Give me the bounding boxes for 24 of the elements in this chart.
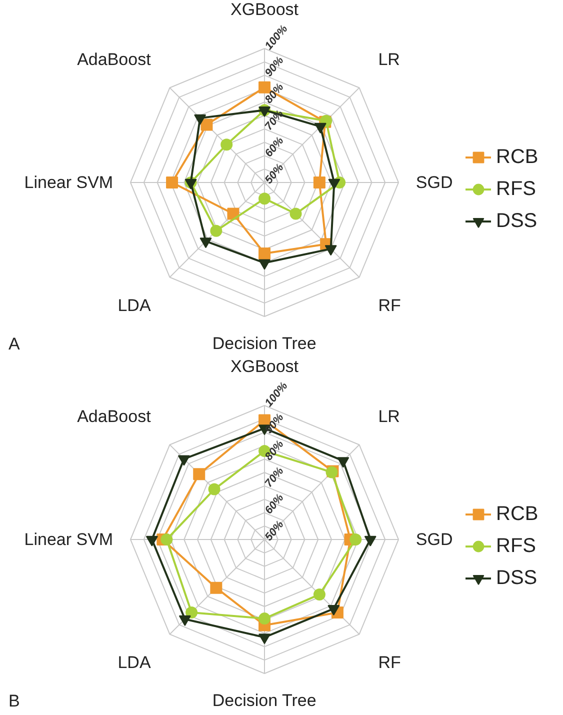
spoke-label: LR [378,50,400,69]
spoke-label: LDA [118,296,152,316]
spoke-label: LR [378,406,400,426]
spoke-label: XGBoost [230,357,299,376]
spoke-label: Linear SVM [24,173,114,192]
legend-label: RFS [496,534,536,558]
legend-label: DSS [496,566,538,590]
spoke-label: LDA [118,653,152,672]
spoke-label: SGD [416,173,453,192]
spoke-label: Linear SVM [24,530,114,549]
text: A [8,334,20,354]
spoke-label: RF [378,296,401,316]
text: B [8,692,20,710]
spoke-label: SGD [416,530,453,549]
legend-label: RFS [496,178,536,200]
spoke-label: AdaBoost [77,406,152,426]
spoke-label: XGBoost [230,0,299,20]
spoke-label: Decision Tree [212,334,316,353]
spoke-label: RF [378,653,401,672]
legend-label: RCB [496,502,538,526]
spoke-label: AdaBoost [77,50,152,69]
legend-label: DSS [496,210,538,232]
spoke-label: Decision Tree [212,690,316,710]
legend-label: RCB [496,146,538,168]
